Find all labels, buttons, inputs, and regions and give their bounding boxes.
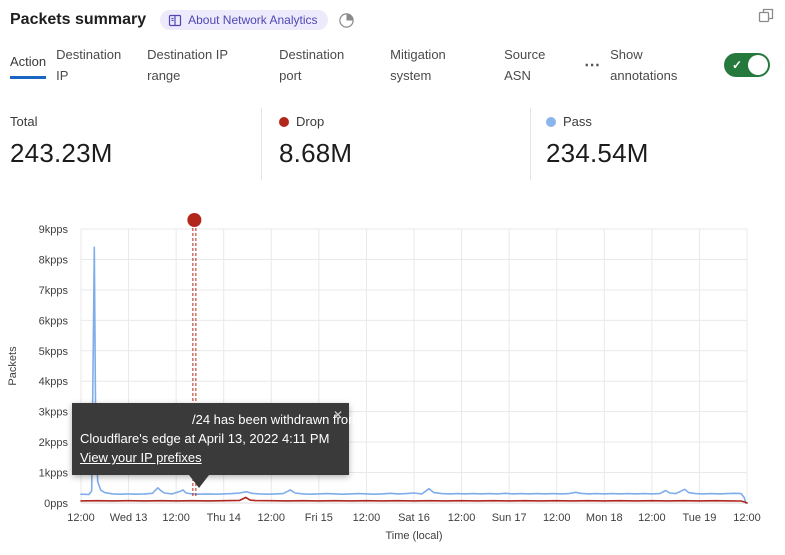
- x-tick-label: 12:00: [353, 512, 381, 524]
- stat-pass: Pass 234.54M: [530, 108, 785, 180]
- stat-drop: Drop 8.68M: [261, 108, 530, 180]
- tab-destination-ip-range[interactable]: Destination IP range: [147, 47, 228, 83]
- about-badge-label: About Network Analytics: [188, 13, 318, 27]
- tooltip-line-1: /24 has been withdrawn from: [192, 412, 359, 427]
- y-tick-label: 2kpps: [39, 437, 69, 449]
- x-tick-label: Fri 15: [305, 512, 333, 524]
- total-value: 243.23M: [10, 138, 113, 168]
- tab-source-asn[interactable]: Source ASN: [504, 47, 546, 83]
- drop-dot: [279, 116, 289, 127]
- page-title: Packets summary: [10, 11, 147, 28]
- time-window-pie-icon[interactable]: [338, 12, 355, 29]
- y-tick-label: 4kpps: [39, 376, 69, 388]
- pass-label: Pass: [563, 114, 592, 129]
- drop-label: Drop: [296, 114, 325, 129]
- x-tick-label: Sat 16: [398, 512, 430, 524]
- x-tick-label: Wed 13: [110, 512, 148, 524]
- y-tick-label: 1kpps: [39, 468, 69, 480]
- close-icon[interactable]: ✕: [332, 408, 343, 422]
- y-tick-label: 5kpps: [39, 346, 69, 358]
- pass-dot: [546, 116, 556, 127]
- y-tick-label: 8kpps: [39, 254, 69, 266]
- show-annotations-toggle[interactable]: ✓: [724, 53, 770, 77]
- header: Packets summary About Network Analytics: [10, 7, 775, 33]
- x-tick-label: Sun 17: [492, 512, 527, 524]
- x-tick-label: 12:00: [733, 512, 761, 524]
- x-tick-label: 12:00: [448, 512, 476, 524]
- x-tick-label: 12:00: [543, 512, 571, 524]
- summary-stats: Total 243.23M Drop 8.68M Pass 234.54M: [0, 108, 785, 180]
- y-tick-label: 6kpps: [39, 315, 69, 327]
- tab-mitigation-system[interactable]: Mitigation system: [390, 47, 446, 83]
- popout-icon[interactable]: [758, 7, 775, 29]
- more-tabs-ellipsis-icon[interactable]: ⋯: [584, 57, 602, 74]
- packets-time-series-chart: 12:00 Wed 13 12:00 Thu 14 12:00 Fri 15 12:00 Sa…: [7, 213, 761, 542]
- toggle-knob: [748, 55, 768, 75]
- x-tick-label: 12:00: [638, 512, 666, 524]
- total-label: Total: [10, 114, 38, 129]
- pass-value: 234.54M: [546, 138, 649, 168]
- x-tick-label: 12:00: [162, 512, 190, 524]
- show-annotations-label: Show annotations: [610, 47, 678, 83]
- annotation-tooltip: ✕ /24 has been withdrawn from Cloudflare…: [72, 403, 359, 488]
- y-tick-label: 7kpps: [39, 285, 69, 297]
- book-icon: [168, 14, 182, 27]
- drop-value: 8.68M: [279, 138, 353, 168]
- tooltip-caret: [189, 475, 209, 488]
- series-line-pass: [80, 246, 747, 504]
- y-tick-label: 9kpps: [39, 224, 69, 236]
- tab-action[interactable]: Action: [10, 51, 47, 79]
- x-tick-label: Thu 14: [207, 512, 241, 524]
- check-icon: ✓: [732, 58, 743, 72]
- x-tick-label: Tue 19: [683, 512, 717, 524]
- tooltip-line-2: Cloudflare's edge at April 13, 2022 4:11…: [80, 431, 330, 446]
- view-ip-prefixes-link[interactable]: View your IP prefixes: [80, 450, 202, 465]
- tab-destination-ip[interactable]: Destination IP: [56, 47, 122, 83]
- annotation-marker[interactable]: [187, 213, 202, 227]
- x-axis-title: Time (local): [385, 530, 442, 542]
- series-line-drop: [80, 496, 748, 504]
- x-tick-label: Mon 18: [586, 512, 623, 524]
- x-tick-label: 12:00: [67, 512, 95, 524]
- x-tick-label: 12:00: [258, 512, 286, 524]
- y-axis-title: Packets: [7, 346, 19, 386]
- y-tick-label: 0pps: [44, 498, 68, 510]
- tab-destination-port[interactable]: Destination port: [279, 47, 345, 83]
- stat-total: Total 243.23M: [0, 108, 261, 180]
- about-network-analytics-badge[interactable]: About Network Analytics: [160, 10, 328, 30]
- y-tick-label: 3kpps: [39, 407, 69, 419]
- dimension-tabs: Action Destination IP Destination IP ran…: [10, 44, 770, 86]
